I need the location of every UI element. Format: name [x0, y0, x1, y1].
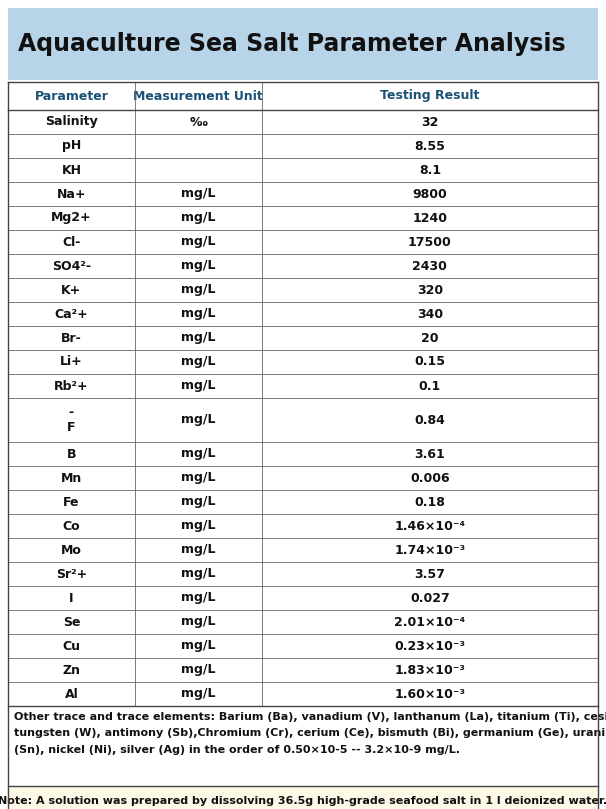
- Text: Mo: Mo: [61, 544, 82, 557]
- Text: 0.23×10⁻³: 0.23×10⁻³: [395, 639, 465, 653]
- Text: 320: 320: [417, 283, 443, 297]
- Text: pH: pH: [62, 139, 81, 153]
- Text: ‰: ‰: [189, 116, 207, 129]
- Text: mg/L: mg/L: [181, 663, 216, 676]
- Text: mg/L: mg/L: [181, 544, 216, 557]
- Text: Co: Co: [62, 519, 80, 532]
- Text: 20: 20: [421, 332, 439, 345]
- Text: 3.61: 3.61: [415, 447, 445, 460]
- Text: Zn: Zn: [62, 663, 81, 676]
- Text: Mn: Mn: [61, 472, 82, 485]
- Text: Cu: Cu: [62, 639, 81, 653]
- Text: mg/L: mg/L: [181, 332, 216, 345]
- Text: mg/L: mg/L: [181, 188, 216, 201]
- Text: 0.027: 0.027: [410, 591, 450, 604]
- Text: mg/L: mg/L: [181, 235, 216, 248]
- Text: Se: Se: [62, 616, 80, 629]
- Text: mg/L: mg/L: [181, 616, 216, 629]
- Text: 0.84: 0.84: [415, 413, 445, 426]
- Text: Testing Result: Testing Result: [380, 90, 479, 103]
- Text: Parameter: Parameter: [35, 90, 108, 103]
- Text: Aquaculture Sea Salt Parameter Analysis: Aquaculture Sea Salt Parameter Analysis: [18, 32, 565, 56]
- Text: 1.60×10⁻³: 1.60×10⁻³: [395, 688, 465, 701]
- Text: 2430: 2430: [413, 260, 447, 273]
- Text: mg/L: mg/L: [181, 567, 216, 581]
- Text: 9800: 9800: [413, 188, 447, 201]
- Text: mg/L: mg/L: [181, 413, 216, 426]
- Text: -
F: - F: [67, 406, 76, 434]
- Text: 0.006: 0.006: [410, 472, 450, 485]
- Text: SO4²-: SO4²-: [52, 260, 91, 273]
- Text: 0.1: 0.1: [419, 379, 441, 392]
- Text: 2.01×10⁻⁴: 2.01×10⁻⁴: [395, 616, 465, 629]
- Text: mg/L: mg/L: [181, 379, 216, 392]
- Text: Sr²+: Sr²+: [56, 567, 87, 581]
- Text: Mg2+: Mg2+: [51, 211, 92, 225]
- Text: I: I: [69, 591, 74, 604]
- Text: 1.46×10⁻⁴: 1.46×10⁻⁴: [395, 519, 465, 532]
- Text: Li+: Li+: [60, 355, 83, 369]
- Text: 340: 340: [417, 307, 443, 320]
- Text: K+: K+: [61, 283, 82, 297]
- Text: 8.1: 8.1: [419, 163, 441, 176]
- Text: mg/L: mg/L: [181, 447, 216, 460]
- Text: Note: A solution was prepared by dissolving 36.5g high-grade seafood salt in 1 l: Note: A solution was prepared by dissolv…: [0, 796, 606, 806]
- Text: mg/L: mg/L: [181, 355, 216, 369]
- Text: 0.18: 0.18: [415, 495, 445, 509]
- Text: mg/L: mg/L: [181, 688, 216, 701]
- Text: 3.57: 3.57: [415, 567, 445, 581]
- Text: Salinity: Salinity: [45, 116, 98, 129]
- Text: mg/L: mg/L: [181, 260, 216, 273]
- Text: Al: Al: [65, 688, 78, 701]
- Text: 8.55: 8.55: [415, 139, 445, 153]
- Text: Na+: Na+: [57, 188, 86, 201]
- Text: Br-: Br-: [61, 332, 82, 345]
- Text: mg/L: mg/L: [181, 211, 216, 225]
- Text: mg/L: mg/L: [181, 639, 216, 653]
- Text: Other trace and trace elements: Barium (Ba), vanadium (V), lanthanum (La), titan: Other trace and trace elements: Barium (…: [14, 712, 606, 755]
- Text: 1240: 1240: [412, 211, 447, 225]
- Text: KH: KH: [61, 163, 81, 176]
- Text: Cl-: Cl-: [62, 235, 81, 248]
- Text: 32: 32: [421, 116, 439, 129]
- Text: mg/L: mg/L: [181, 283, 216, 297]
- Text: mg/L: mg/L: [181, 307, 216, 320]
- Text: mg/L: mg/L: [181, 591, 216, 604]
- Text: Fe: Fe: [63, 495, 79, 509]
- Text: 1.74×10⁻³: 1.74×10⁻³: [395, 544, 465, 557]
- Text: Rb²+: Rb²+: [54, 379, 88, 392]
- Text: mg/L: mg/L: [181, 519, 216, 532]
- Text: B: B: [67, 447, 76, 460]
- Text: Ca²+: Ca²+: [55, 307, 88, 320]
- Text: 0.15: 0.15: [415, 355, 445, 369]
- Text: mg/L: mg/L: [181, 495, 216, 509]
- Text: 1.83×10⁻³: 1.83×10⁻³: [395, 663, 465, 676]
- Text: 17500: 17500: [408, 235, 451, 248]
- Text: Measurement Unit: Measurement Unit: [133, 90, 263, 103]
- Text: mg/L: mg/L: [181, 472, 216, 485]
